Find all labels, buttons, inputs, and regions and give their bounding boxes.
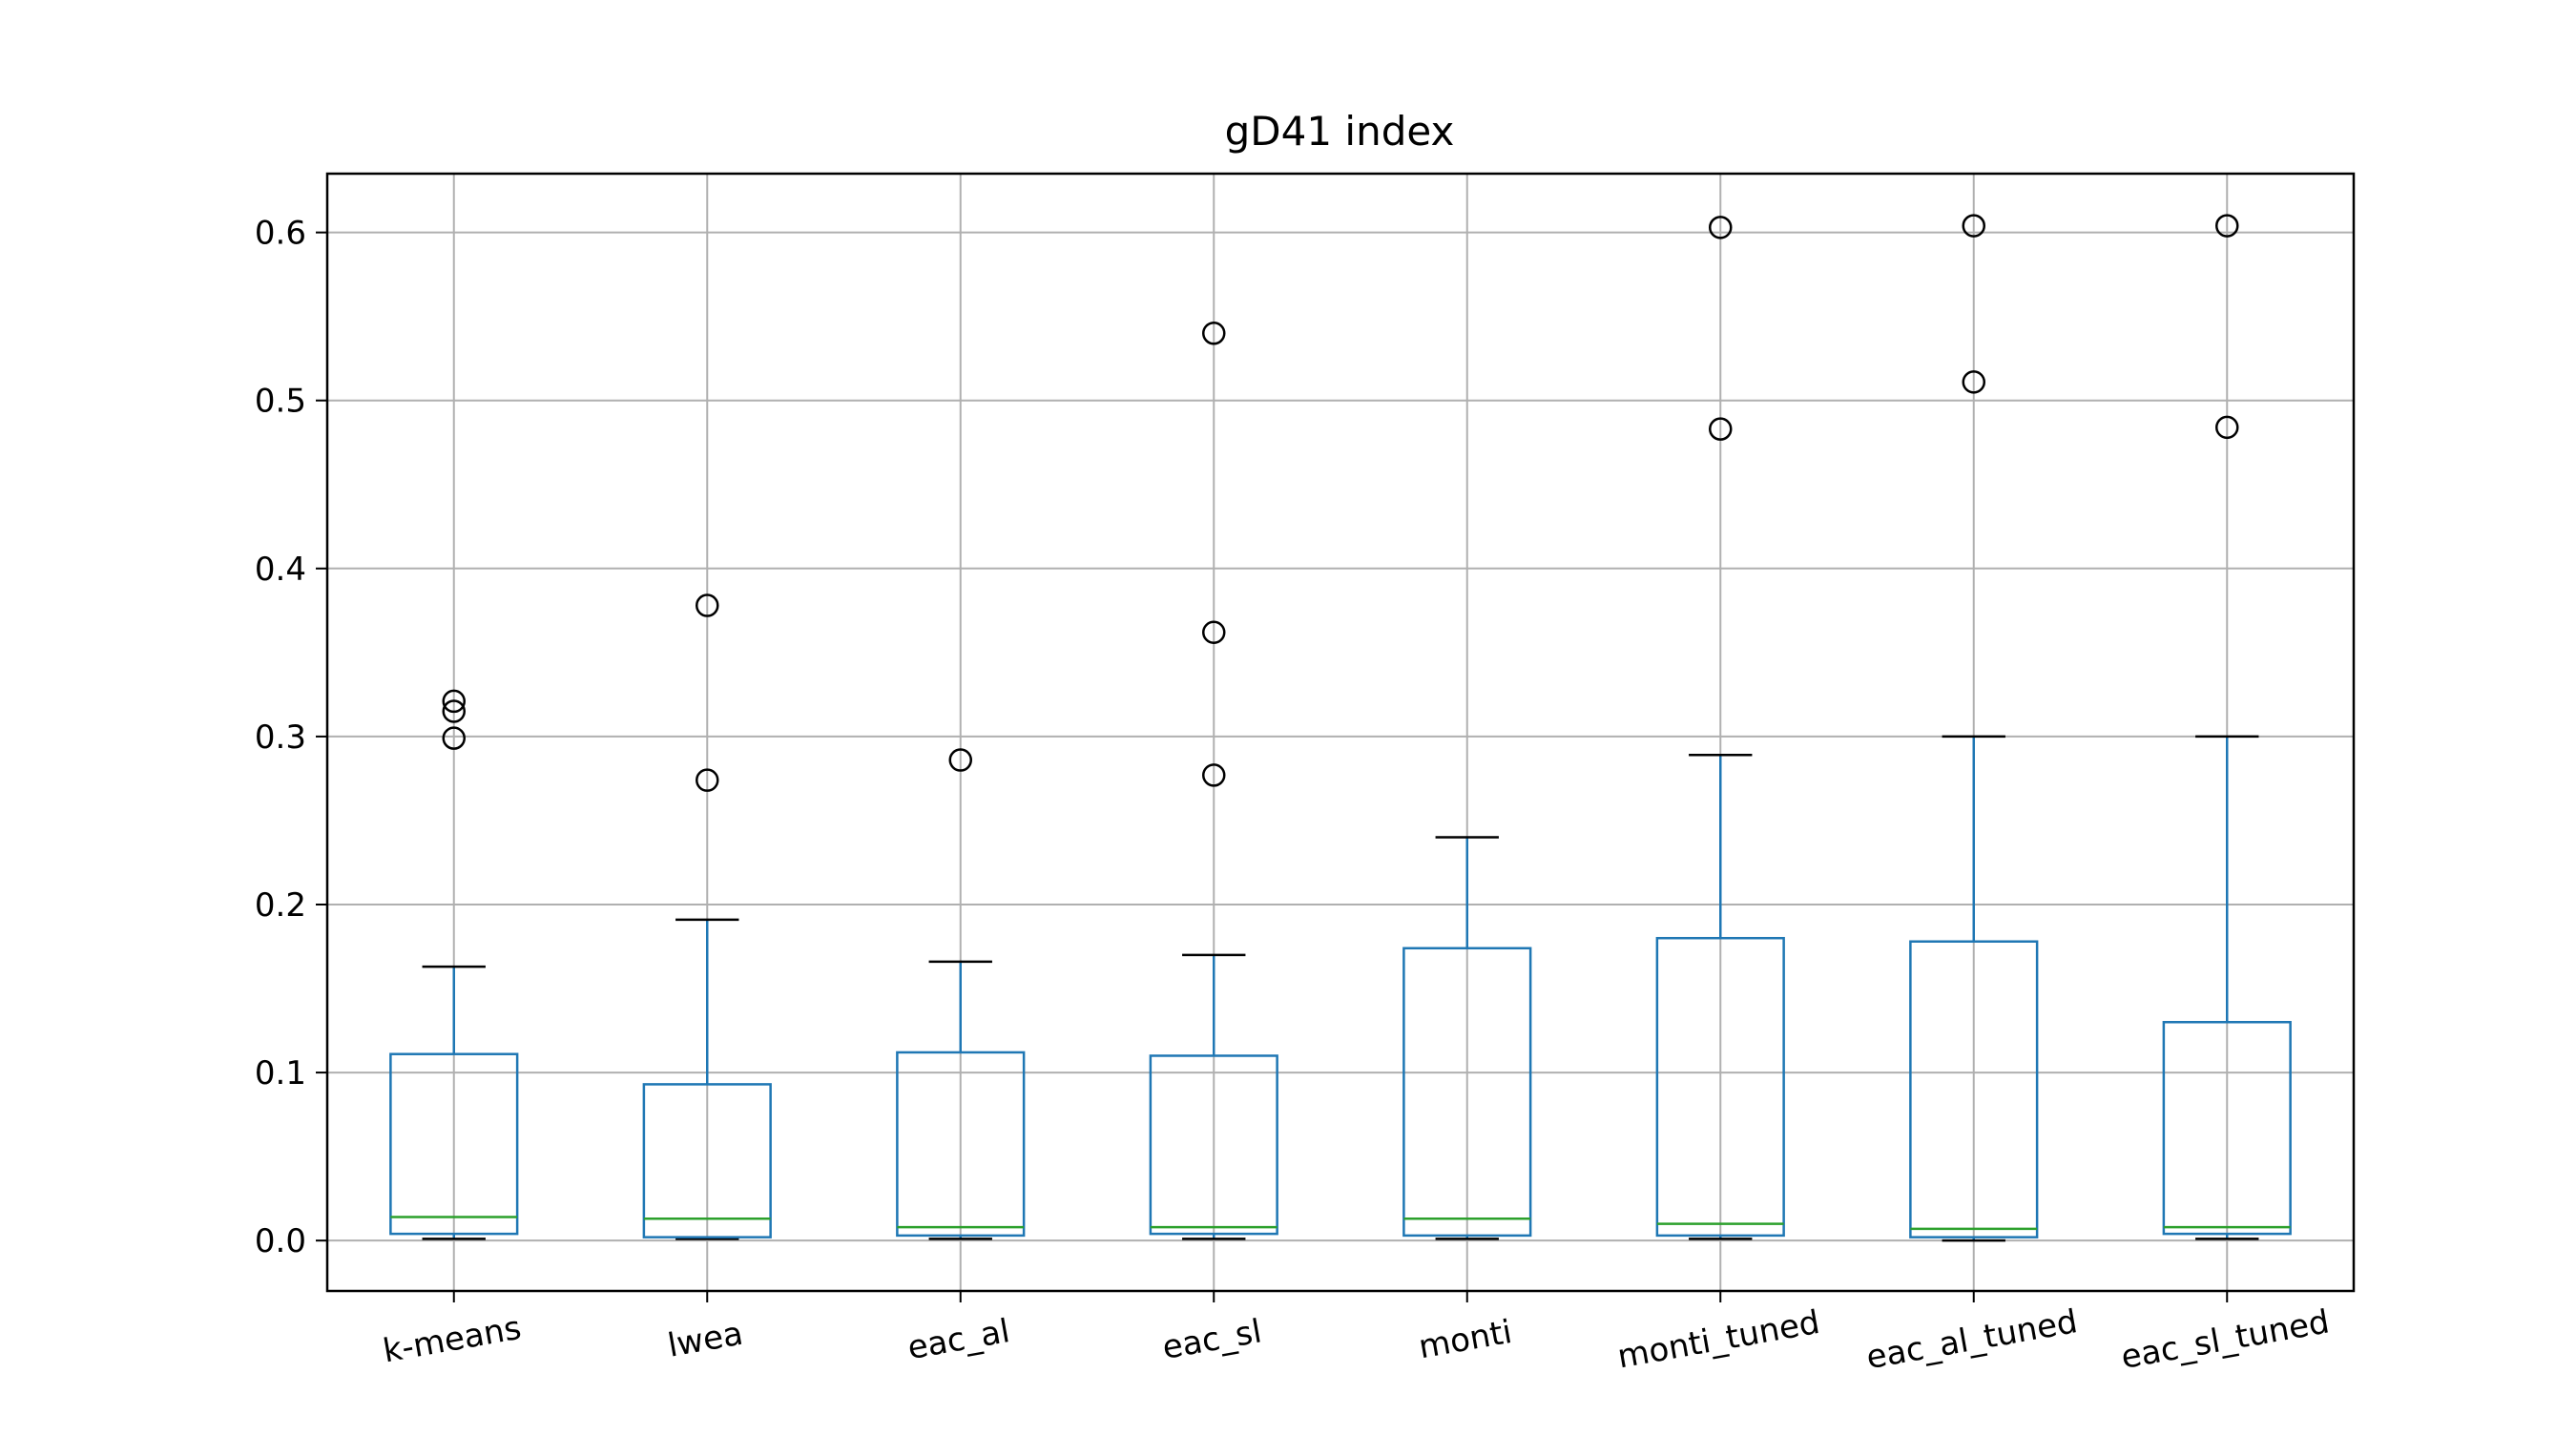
outlier-point bbox=[1202, 620, 1226, 644]
x-tick-label: eac_al_tuned bbox=[1863, 1302, 2080, 1377]
x-tick-label: monti_tuned bbox=[1614, 1303, 1822, 1377]
y-axis-ticks: 0.0 0.1 0.2 0.3 0.4 0.5 0.6 bbox=[255, 215, 327, 1260]
outlier-point bbox=[1709, 417, 1733, 441]
iqr-box bbox=[642, 1083, 772, 1238]
iqr-box bbox=[389, 1052, 519, 1236]
y-tick-label: 0.4 bbox=[255, 551, 306, 589]
y-tick-label: 0.6 bbox=[255, 215, 306, 253]
box-group bbox=[1909, 214, 2039, 1242]
x-tick-label: eac_sl_tuned bbox=[2118, 1302, 2332, 1377]
y-tick-label: 0.3 bbox=[255, 718, 306, 757]
iqr-box bbox=[896, 1051, 1026, 1238]
outlier-point bbox=[442, 699, 466, 723]
box-group bbox=[1655, 216, 1785, 1240]
box-group bbox=[1402, 836, 1532, 1240]
outlier-point bbox=[442, 726, 466, 750]
x-axis-ticks: k-means lwea eac_al eac_sl monti monti_tuned e… bbox=[380, 1291, 2332, 1377]
plot-area-frame bbox=[325, 172, 2356, 1293]
box-group bbox=[896, 748, 1026, 1240]
outlier-point bbox=[1709, 216, 1733, 239]
y-tick-label: 0.5 bbox=[255, 383, 306, 421]
box-plots bbox=[389, 214, 2292, 1242]
x-tick-label: k-means bbox=[380, 1309, 524, 1371]
outlier-point bbox=[1202, 763, 1226, 787]
x-tick-label: eac_sl bbox=[1159, 1312, 1264, 1367]
outlier-point bbox=[696, 593, 719, 617]
iqr-box bbox=[1655, 936, 1785, 1238]
box-group bbox=[642, 593, 772, 1240]
outlier-point bbox=[1202, 322, 1226, 345]
box-group bbox=[1149, 322, 1278, 1240]
x-tick-label: monti bbox=[1416, 1313, 1515, 1366]
grid-lines bbox=[327, 174, 2354, 1291]
box-group bbox=[2162, 214, 2292, 1240]
y-tick-label: 0.0 bbox=[255, 1222, 306, 1260]
box-group bbox=[389, 689, 519, 1240]
x-tick-label: lwea bbox=[665, 1315, 746, 1365]
y-tick-label: 0.1 bbox=[255, 1054, 306, 1093]
outlier-point bbox=[1962, 370, 1985, 394]
outlier-point bbox=[948, 748, 972, 772]
iqr-box bbox=[1402, 947, 1532, 1238]
outlier-point bbox=[442, 689, 466, 714]
iqr-box bbox=[1149, 1054, 1278, 1236]
x-tick-label: eac_al bbox=[904, 1312, 1012, 1367]
chart-title: gD41 index bbox=[1225, 108, 1455, 155]
iqr-box bbox=[2162, 1021, 2292, 1236]
outlier-point bbox=[1962, 214, 1985, 238]
outlier-point bbox=[2215, 214, 2239, 238]
outlier-point bbox=[2215, 415, 2239, 440]
outlier-point bbox=[696, 768, 719, 792]
y-tick-label: 0.2 bbox=[255, 886, 306, 925]
iqr-box bbox=[1909, 940, 2039, 1238]
